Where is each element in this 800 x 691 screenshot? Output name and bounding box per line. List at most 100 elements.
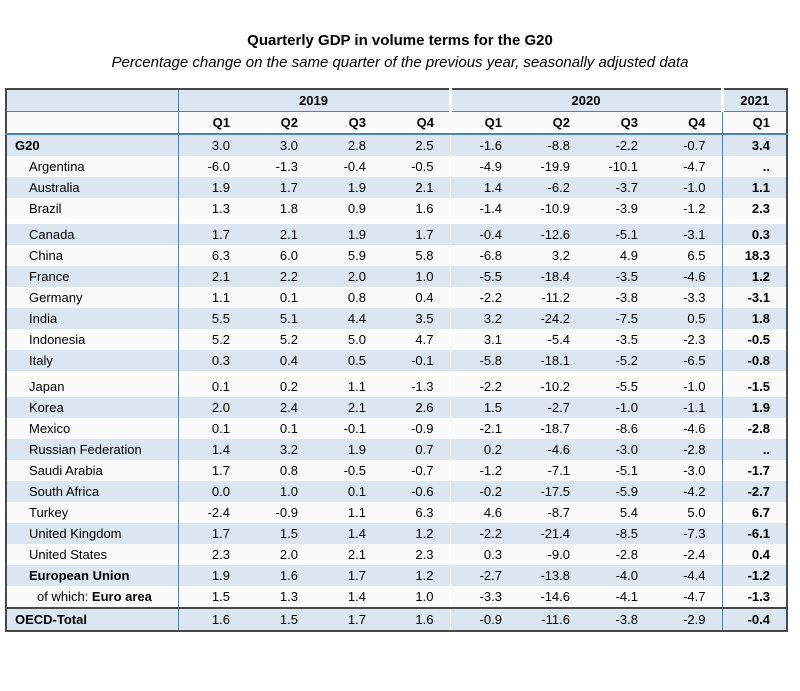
table-row: South Africa 0.0 1.0 0.1 -0.6 -0.2 -17.5 -5.9 -4… <box>6 481 787 502</box>
value-cell: 1.9 <box>314 439 382 460</box>
row-label: Russian Federation <box>6 439 179 460</box>
value-cell: 0.8 <box>314 287 382 308</box>
table-row: United Kingdom 1.7 1.5 1.4 1.2 -2.2 -21.4 -8.5-… <box>6 523 787 544</box>
value-cell: -21.4 <box>518 523 586 544</box>
value-cell: 4.9 <box>586 245 654 266</box>
value-cell: 1.0 <box>246 481 314 502</box>
row-label: India <box>6 308 179 329</box>
value-cell: -5.2 <box>586 350 654 371</box>
value-cell: -0.1 <box>314 418 382 439</box>
value-cell: 3.5 <box>382 308 450 329</box>
value-cell: -8.6 <box>586 418 654 439</box>
value-cell: 2.3 <box>721 198 787 219</box>
value-cell: 0.8 <box>246 460 314 481</box>
row-label: Indonesia <box>6 329 179 350</box>
spacer-cell <box>518 371 586 376</box>
row-label-main: Euro area <box>91 588 152 604</box>
spacer-cell <box>6 371 179 376</box>
value-cell: 0.3 <box>449 544 518 565</box>
value-cell: 5.2 <box>178 329 246 350</box>
value-cell: 1.4 <box>449 177 518 198</box>
spacer-cell <box>6 219 179 224</box>
table-row: Brazil 1.3 1.8 0.9 1.6 -1.4 -10.9 -3.9 -1.2 2.3 <box>6 198 787 219</box>
value-cell: 0.5 <box>654 308 722 329</box>
table-row: Canada 1.7 2.1 1.9 1.7 -0.4 -12.6 -5.1 -3.1 0.3 <box>6 224 787 245</box>
value-cell: -0.9 <box>246 502 314 523</box>
value-cell: 6.7 <box>721 502 787 523</box>
value-cell: -4.2 <box>654 481 722 502</box>
value-cell: 0.4 <box>246 350 314 371</box>
value-cell: -1.3 <box>721 586 787 608</box>
row-label: Korea <box>6 397 179 418</box>
value-cell: 0.9 <box>314 198 382 219</box>
value-cell: -4.7 <box>654 586 722 608</box>
table-row: Italy 0.3 0.4 0.5 -0.1 -5.8 -18.1 -5.2 -6.5 -0.8 <box>6 350 787 371</box>
value-cell: 1.9 <box>178 177 246 198</box>
value-cell: -4.1 <box>586 586 654 608</box>
row-label: South Africa <box>6 481 179 502</box>
value-cell: 4.7 <box>382 329 450 350</box>
value-cell: -2.7 <box>518 397 586 418</box>
value-cell: -0.5 <box>721 329 787 350</box>
row-label: China <box>6 245 179 266</box>
value-cell: 1.2 <box>382 523 450 544</box>
spacer-cell <box>586 371 654 376</box>
value-cell: 0.0 <box>178 481 246 502</box>
value-cell: -2.2 <box>449 376 518 397</box>
row-label: United States <box>6 544 179 565</box>
spacer-cell <box>246 371 314 376</box>
value-cell: 18.3 <box>721 245 787 266</box>
value-cell: 2.3 <box>178 544 246 565</box>
value-cell: 1.7 <box>178 460 246 481</box>
value-cell: 1.8 <box>721 308 787 329</box>
value-cell: 2.2 <box>246 266 314 287</box>
value-cell: 0.4 <box>721 544 787 565</box>
value-cell: 0.1 <box>178 376 246 397</box>
value-cell: -10.2 <box>518 376 586 397</box>
table-row: Turkey -2.4 -0.9 1.1 6.3 4.6 -8.7 5.4 5.0 6.7 <box>6 502 787 523</box>
value-cell: -3.8 <box>586 607 654 631</box>
spacer-cell <box>314 371 382 376</box>
table-row: G20 3.0 3.0 2.8 2.5 -1.6 -8.8 -2.2 -0.7 3.4 <box>6 134 787 156</box>
value-cell: -0.5 <box>314 460 382 481</box>
value-cell: 1.7 <box>178 224 246 245</box>
value-cell: 3.0 <box>246 134 314 156</box>
value-cell: -0.4 <box>721 607 787 631</box>
value-cell: -17.5 <box>518 481 586 502</box>
value-cell: -0.4 <box>314 156 382 177</box>
value-cell: -0.8 <box>721 350 787 371</box>
value-cell: -4.4 <box>654 565 722 586</box>
value-cell: -5.5 <box>586 376 654 397</box>
value-cell: -18.4 <box>518 266 586 287</box>
value-cell: -6.8 <box>449 245 518 266</box>
value-cell: 1.4 <box>178 439 246 460</box>
value-cell: -3.1 <box>721 287 787 308</box>
value-cell: -6.5 <box>654 350 722 371</box>
value-cell: 0.1 <box>246 418 314 439</box>
value-cell: 5.9 <box>314 245 382 266</box>
table-row: OECD-Total 1.6 1.5 1.7 1.6 -0.9 -11.6 -3.8 -2.9-… <box>6 607 787 631</box>
quarter-header: Q4 <box>382 111 450 135</box>
table-row: France 2.1 2.2 2.0 1.0 -5.5 -18.4 -3.5 -4.6 1.2 <box>6 266 787 287</box>
table-row: Germany 1.1 0.1 0.8 0.4 -2.2 -11.2 -3.8 -3.3 -3.1 <box>6 287 787 308</box>
value-cell: -4.0 <box>586 565 654 586</box>
value-cell: 0.1 <box>314 481 382 502</box>
value-cell: -0.9 <box>382 418 450 439</box>
value-cell: -4.7 <box>654 156 722 177</box>
value-cell: -2.4 <box>178 502 246 523</box>
quarter-header: Q1 <box>450 111 518 135</box>
table-row: Saudi Arabia 1.7 0.8 -0.5 -0.7 -1.2 -7.1 -5.1 -3… <box>6 460 787 481</box>
spacer-cell <box>518 219 586 224</box>
value-cell: 0.3 <box>178 350 246 371</box>
value-cell: -0.4 <box>449 224 518 245</box>
value-cell: -0.1 <box>382 350 450 371</box>
value-cell: 1.6 <box>246 565 314 586</box>
spacer-cell <box>382 371 450 376</box>
spacer-cell <box>586 219 654 224</box>
quarter-header: Q3 <box>586 111 654 135</box>
value-cell: 1.4 <box>314 523 382 544</box>
value-cell: -1.6 <box>449 134 518 156</box>
value-cell: -2.3 <box>654 329 722 350</box>
table-row: United States 2.3 2.0 2.1 2.3 0.3 -9.0 -2.8 -2.4… <box>6 544 787 565</box>
value-cell: -0.6 <box>382 481 450 502</box>
